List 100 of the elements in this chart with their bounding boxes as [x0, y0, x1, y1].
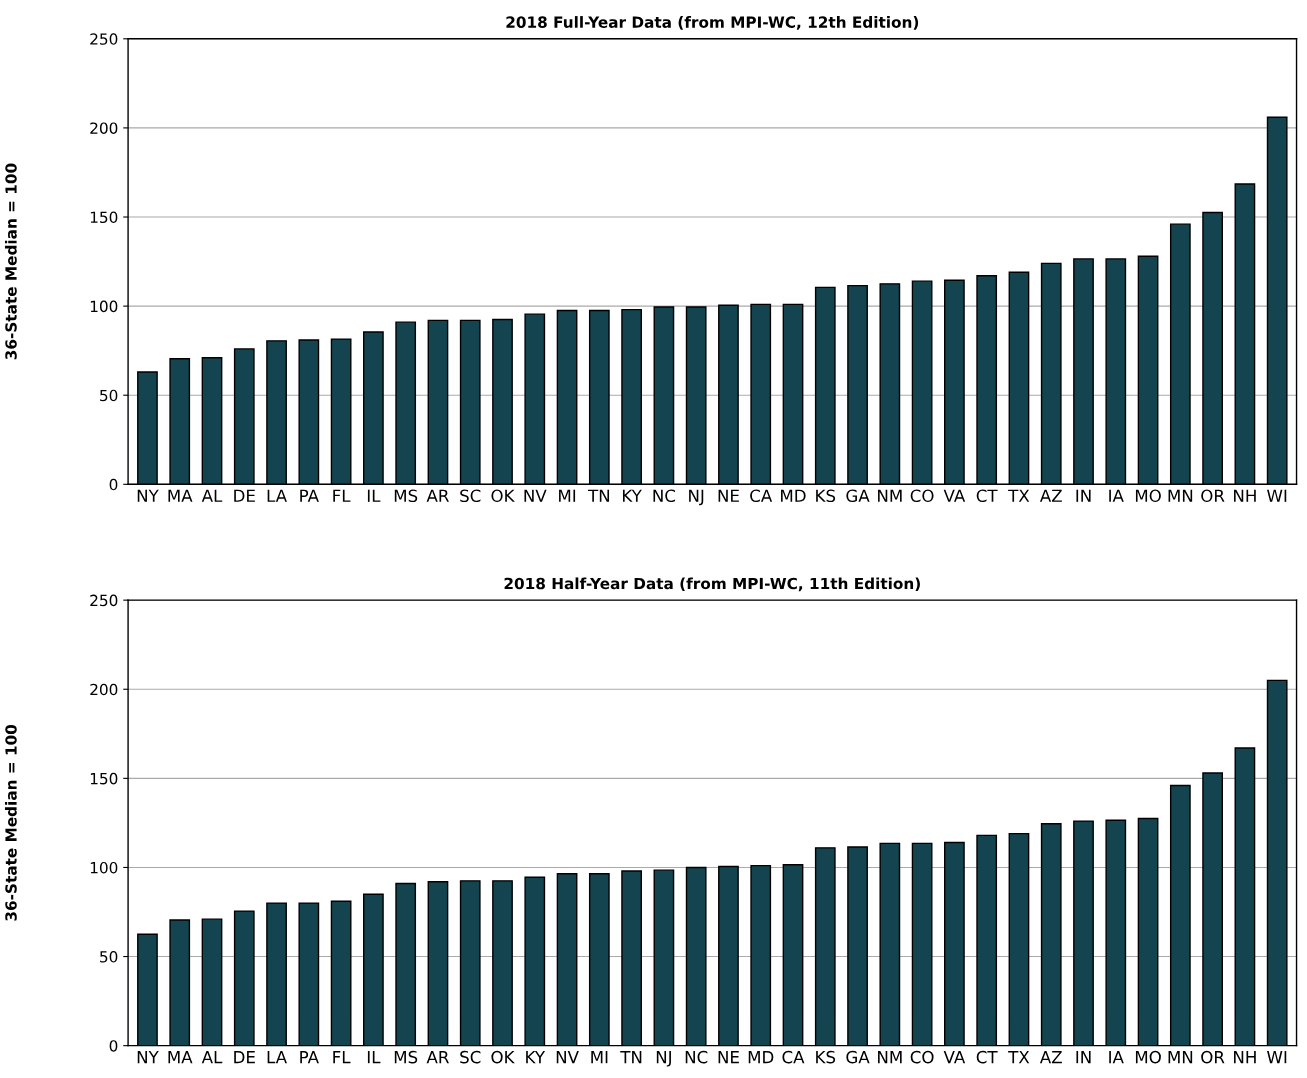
x-tick-label: NC	[653, 489, 676, 503]
x-tick-label: NM	[878, 489, 902, 502]
x-tick-label: MO	[1135, 1050, 1161, 1064]
bar	[330, 338, 352, 485]
bar	[1266, 679, 1288, 1046]
bar	[1169, 784, 1191, 1046]
bar	[1073, 820, 1094, 1046]
bar	[1202, 772, 1223, 1046]
x-tick-label: AL	[201, 489, 223, 502]
x-tick-label: NH	[1234, 1051, 1256, 1064]
x-tick-label: NV	[524, 489, 547, 502]
bar	[750, 864, 772, 1046]
x-tick-label: PA	[300, 489, 319, 502]
bar	[201, 918, 223, 1046]
y-tick-label: 250	[90, 594, 118, 607]
x-tick-label: WI	[1267, 1051, 1287, 1064]
bar	[1008, 271, 1030, 485]
bar	[814, 847, 836, 1046]
x-tick-label: OR	[1201, 1050, 1225, 1064]
bar	[1202, 211, 1223, 485]
bar	[1266, 116, 1288, 485]
bar	[1105, 258, 1127, 485]
y-axis-title: 36-State Median = 100	[4, 163, 17, 360]
bar	[363, 893, 384, 1046]
x-tick-label: MN	[1168, 1051, 1193, 1064]
bar	[621, 308, 642, 485]
x-tick-label: NY	[137, 489, 159, 502]
x-tick-label: OK	[491, 489, 515, 503]
bar	[524, 313, 546, 485]
bar	[137, 371, 158, 485]
bar	[782, 864, 804, 1046]
bar	[556, 872, 578, 1046]
y-tick-label: 150	[90, 211, 118, 224]
x-tick-label: NJ	[656, 1051, 671, 1067]
x-tick-label: IA	[1109, 1051, 1124, 1064]
bar	[621, 870, 642, 1046]
x-tick-label: PA	[300, 1051, 319, 1064]
x-tick-label: AL	[201, 1051, 223, 1064]
bar	[653, 869, 675, 1046]
bar	[298, 902, 320, 1046]
bar	[395, 882, 417, 1046]
x-tick-label: KY	[526, 1051, 546, 1064]
x-tick-label: DE	[234, 1051, 255, 1064]
x-tick-label: NJ	[689, 489, 704, 506]
x-tick-label: NY	[137, 1051, 159, 1064]
x-tick-label: FL	[333, 489, 351, 502]
y-tick-label: 200	[90, 683, 118, 696]
x-tick-label: MI	[559, 489, 576, 502]
bar	[911, 280, 933, 485]
y-tick-label: 250	[90, 33, 118, 45]
bar	[137, 933, 158, 1046]
y-axis-title: 36-State Median = 100	[4, 724, 17, 921]
bar	[588, 309, 610, 485]
bar	[1040, 262, 1062, 485]
bar	[685, 866, 707, 1046]
x-tick-label: MS	[394, 1050, 418, 1064]
bar	[1137, 255, 1159, 485]
bar	[911, 842, 933, 1046]
bar	[459, 319, 481, 485]
x-tick-label: FL	[333, 1051, 351, 1064]
x-tick-label: GA	[846, 489, 870, 503]
x-tick-label: AR	[426, 1051, 449, 1064]
x-tick-label: WI	[1267, 489, 1287, 502]
y-tick-label: 0	[109, 478, 118, 491]
bar	[879, 842, 901, 1046]
bar	[653, 306, 675, 485]
bar	[1008, 832, 1030, 1046]
bar	[1234, 747, 1256, 1046]
x-tick-label: MA	[168, 1051, 193, 1064]
x-tick-label: NV	[556, 1051, 579, 1064]
bar	[879, 283, 901, 485]
bar	[169, 919, 191, 1046]
bar	[298, 339, 320, 485]
x-tick-label: IA	[1109, 489, 1124, 502]
x-tick-label: IN	[1076, 489, 1091, 502]
x-tick-label: TX	[1008, 1051, 1030, 1064]
x-tick-label: OR	[1201, 489, 1225, 503]
y-tick-label: 150	[90, 772, 118, 785]
x-tick-label: MO	[1135, 489, 1161, 503]
x-tick-label: DE	[234, 489, 255, 502]
x-tick-label: CO	[910, 1050, 934, 1064]
bar	[782, 303, 804, 485]
y-tick-label: 100	[90, 861, 118, 874]
bar	[944, 841, 965, 1046]
y-tick-label: 50	[100, 951, 118, 963]
x-tick-label: KS	[816, 1050, 836, 1064]
x-tick-label: AZ	[1039, 489, 1062, 502]
bar	[814, 286, 836, 485]
bar	[330, 900, 352, 1046]
bar	[556, 309, 578, 485]
x-tick-label: NH	[1234, 489, 1256, 502]
x-tick-label: IN	[1076, 1051, 1091, 1064]
x-tick-label: KY	[623, 489, 642, 502]
x-tick-label: TX	[1008, 489, 1030, 502]
bar	[1137, 817, 1159, 1046]
bar	[266, 340, 287, 485]
x-tick-label: MS	[394, 489, 418, 503]
x-tick-label: CA	[782, 1050, 805, 1064]
bar	[201, 357, 223, 485]
bar	[233, 910, 255, 1046]
